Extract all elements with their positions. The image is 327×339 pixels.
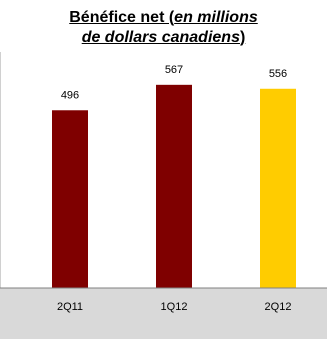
chart-title-italic-1: en millions <box>174 9 258 26</box>
x-tick-label-2q11: 2Q11 <box>57 301 83 313</box>
chart-title-line-2: de dollars canadiens) <box>0 28 327 48</box>
data-label-2q11: 496 <box>61 89 79 101</box>
x-tick-label-2q12: 2Q12 <box>265 301 292 313</box>
chart-title-suffix: ) <box>239 29 246 46</box>
chart-title-prefix: Bénéfice net ( <box>69 9 175 26</box>
bar-1q12 <box>156 84 192 288</box>
bar-2q12 <box>260 88 296 289</box>
plot-left-border <box>0 52 1 339</box>
bar-2q11 <box>52 110 88 289</box>
data-label-1q12: 567 <box>165 64 183 76</box>
chart-title-line-1: Bénéfice net (en millions <box>0 8 327 28</box>
x-axis-band <box>0 288 327 339</box>
data-label-2q12: 556 <box>269 68 287 80</box>
x-tick-label-1q12: 1Q12 <box>161 301 188 313</box>
chart-title-italic-2: de dollars canadiens <box>81 29 240 46</box>
chart-title: Bénéfice net (en millions de dollars can… <box>0 8 327 48</box>
